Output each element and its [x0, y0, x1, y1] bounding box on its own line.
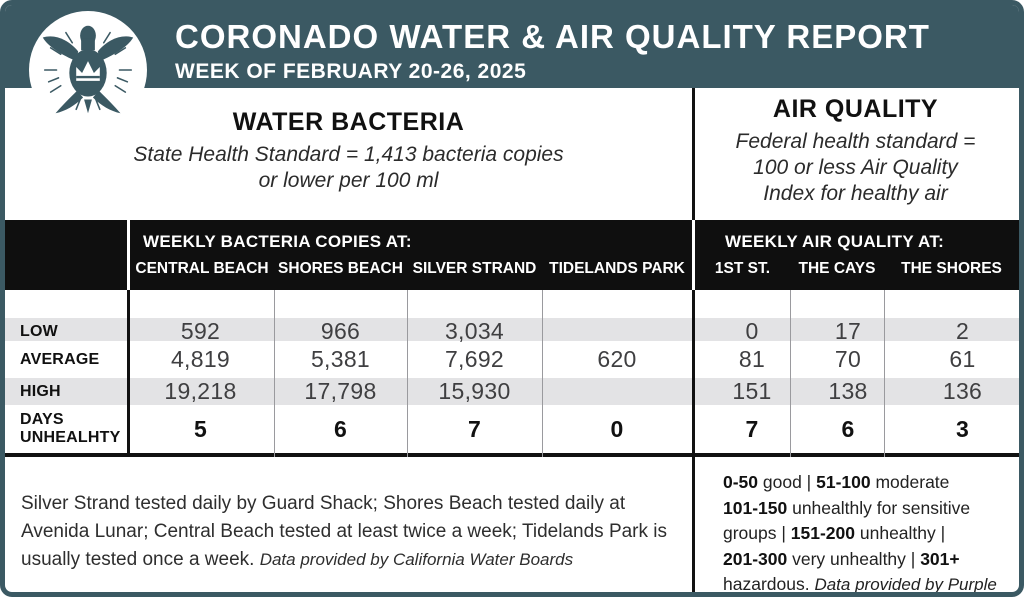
report-header: CORONADO WATER & AIR QUALITY REPORT WEEK… — [5, 5, 1019, 129]
cell-high-shores: 17,798 — [304, 378, 377, 404]
column-header-the-shores: THE SHORES — [901, 260, 1002, 277]
air-quality-header: AIR QUALITY Federal health standard = 10… — [692, 88, 1019, 220]
cell-avg-cays: 70 — [834, 346, 862, 372]
legend-line: 201-300 very unhealthy | 301+ — [723, 548, 960, 569]
water-bacteria-header: WATER BACTERIA State Health Standard = 1… — [5, 88, 692, 220]
water-column-labels: CENTRAL BEACH SHORES BEACH SILVER STRAND… — [130, 260, 692, 278]
footer-notes: Silver Strand tested daily by Guard Shac… — [5, 457, 1019, 592]
air-columns-header: WEEKLY AIR QUALITY AT: 1ST ST. THE CAYS … — [695, 220, 1019, 290]
cell-days-central: 5 — [193, 415, 208, 442]
table-row-high: HIGH 19,218 17,798 15,930 151 138 136 — [5, 378, 1019, 405]
column-divider-line — [542, 290, 543, 457]
cell-high-cays: 138 — [828, 378, 868, 404]
water-section-title: WATER BACTERIA — [232, 108, 465, 136]
standards-row: WATER BACTERIA State Health Standard = 1… — [5, 88, 1019, 220]
row-label: HIGH — [20, 382, 61, 400]
column-header-shores-beach: SHORES BEACH — [278, 260, 403, 277]
water-data-credit: Data provided by California Water Boards — [259, 550, 574, 569]
cell-days-shores-air: 3 — [955, 415, 970, 442]
cell-low-shores: 966 — [320, 318, 361, 344]
air-section-title: AIR QUALITY — [772, 95, 939, 123]
spacer-row — [5, 290, 1019, 318]
cell-high-tidelands — [542, 378, 692, 405]
cell-low-shores-air: 2 — [955, 318, 970, 344]
cell-low-cays: 17 — [834, 318, 862, 344]
cell-avg-central: 4,819 — [170, 346, 231, 372]
cell-high-shores-air: 136 — [942, 378, 983, 404]
legend-line: 0-50 good | 51-100 moderate — [723, 472, 950, 492]
row-label: AVERAGE — [20, 350, 100, 368]
water-group-header: WEEKLY BACTERIA COPIES AT: — [143, 232, 412, 251]
column-header-the-cays: THE CAYS — [798, 260, 876, 277]
table-header-band: WEEKLY BACTERIA COPIES AT: CENTRAL BEACH… — [5, 220, 1019, 290]
cell-avg-shores: 5,381 — [310, 346, 371, 372]
column-divider-line — [274, 290, 275, 457]
column-header-silver-strand: SILVER STRAND — [412, 260, 537, 277]
table-row-average: AVERAGE 4,819 5,381 7,692 620 81 70 61 — [5, 341, 1019, 378]
row-label: DAYS UNHEALHTY — [20, 411, 121, 446]
cell-avg-tidelands: 620 — [597, 346, 637, 372]
page-title: CORONADO WATER & AIR QUALITY REPORT — [175, 18, 930, 55]
air-data-credit: Data provided by Purple Air — [814, 575, 997, 594]
cell-high-1st-st: 151 — [732, 378, 772, 404]
legend-line: groups | 151-200 unhealthy | — [723, 523, 946, 543]
cell-days-silver: 7 — [467, 415, 482, 442]
cell-high-silver: 15,930 — [438, 378, 511, 404]
air-column-labels: 1ST ST. THE CAYS THE SHORES — [695, 260, 1019, 278]
row-label: LOW — [20, 322, 58, 340]
label-column-spacer — [5, 220, 130, 290]
legend-line: 101-150 unhealthly for sensitive — [723, 497, 971, 518]
column-header-1st-st: 1ST ST. — [714, 260, 771, 277]
cell-low-1st-st: 0 — [745, 318, 759, 344]
section-divider-line — [692, 88, 695, 592]
water-testing-note: Silver Strand tested daily by Guard Shac… — [21, 493, 668, 570]
table-row-days-unhealthy: DAYS UNHEALHTY 5 6 7 0 7 6 3 — [5, 405, 1019, 453]
air-standard-text: Federal health standard = 100 or less Ai… — [735, 130, 976, 205]
cell-avg-shores-air: 61 — [949, 346, 976, 372]
column-divider-line — [790, 290, 791, 457]
column-header-tidelands-park: TIDELANDS PARK — [549, 260, 685, 277]
air-quality-legend: 0-50 good | 51-100 moderate 101-150 unhe… — [692, 457, 1019, 592]
water-standard-text: State Health Standard = 1,413 bacteria c… — [133, 143, 564, 192]
cell-high-central: 19,218 — [164, 378, 237, 404]
cell-low-central: 592 — [180, 318, 221, 344]
column-divider-line — [407, 290, 408, 457]
air-group-header: WEEKLY AIR QUALITY AT: — [725, 232, 945, 251]
cell-avg-1st-st: 81 — [738, 346, 766, 372]
turtle-crown-icon — [42, 25, 134, 114]
cell-avg-silver: 7,692 — [444, 346, 505, 372]
water-columns-header: WEEKLY BACTERIA COPIES AT: CENTRAL BEACH… — [130, 220, 695, 290]
cell-low-silver: 3,034 — [444, 318, 505, 344]
column-divider-line — [884, 290, 885, 457]
legend-line: hazardous. Data provided by Purple Air — [723, 572, 1013, 594]
cell-days-cays: 6 — [841, 415, 855, 442]
cell-days-shores: 6 — [333, 415, 348, 442]
header-titles: CORONADO WATER & AIR QUALITY REPORT WEEK… — [175, 5, 1019, 84]
turtle-logo — [29, 11, 147, 129]
cell-days-tidelands: 0 — [610, 415, 624, 442]
table-bottom-border — [5, 453, 1019, 457]
cell-days-1st-st: 7 — [745, 415, 759, 442]
week-subtitle: WEEK OF FEBRUARY 20-26, 2025 — [175, 60, 527, 83]
label-column-divider-line — [127, 220, 130, 457]
table-row-low: LOW 592 966 3,034 0 17 2 — [5, 318, 1019, 344]
column-header-central-beach: CENTRAL BEACH — [135, 260, 269, 277]
